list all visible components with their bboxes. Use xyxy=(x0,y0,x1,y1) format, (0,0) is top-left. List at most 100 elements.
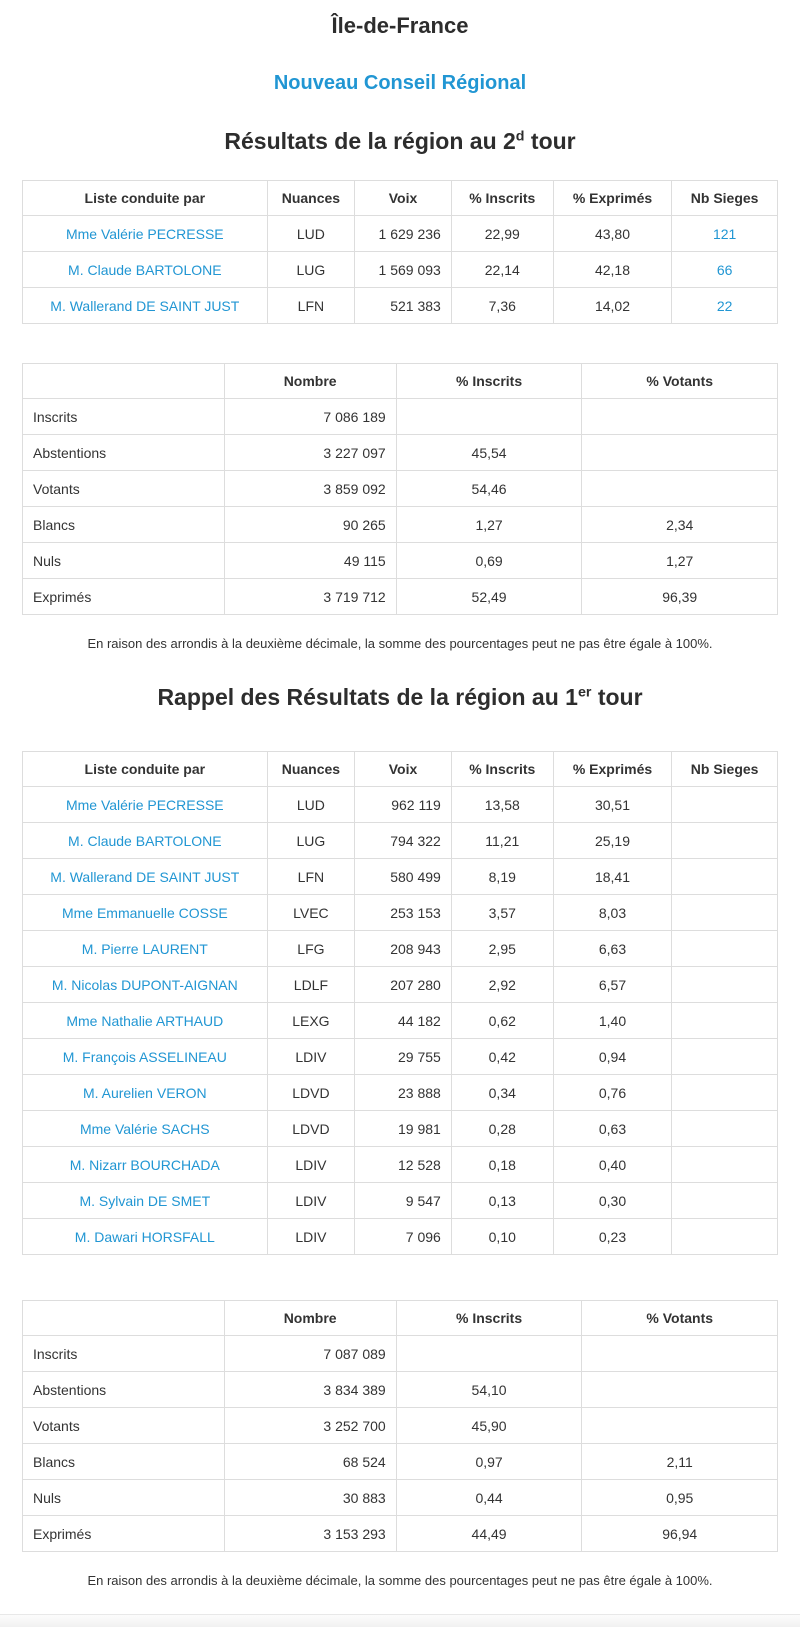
candidate-link[interactable]: M. Claude BARTOLONE xyxy=(68,832,222,849)
results-row: M. Nizarr BOURCHADA LDIV 12 528 0,18 0,4… xyxy=(22,1146,778,1183)
stat-pct-votants-cell: 1,27 xyxy=(581,542,778,579)
results-row: Mme Nathalie ARTHAUD LEXG 44 182 0,62 1,… xyxy=(22,1002,778,1039)
round2-heading-sup: d xyxy=(515,128,525,145)
round2-heading-suffix: tour xyxy=(524,128,576,154)
voix-cell: 1 629 236 xyxy=(354,215,452,252)
stat-pct-inscrits-cell: 54,46 xyxy=(395,470,583,507)
stats-row: Blancs 68 524 0,97 2,11 xyxy=(22,1443,778,1480)
sieges-cell xyxy=(671,1110,778,1147)
stat-label-cell: Exprimés xyxy=(22,1515,225,1552)
pct-exprimes-cell: 30,51 xyxy=(552,786,673,823)
voix-cell: 1 569 093 xyxy=(354,251,452,288)
stats-row: Exprimés 3 153 293 44,49 96,94 xyxy=(22,1515,778,1552)
sieges-link[interactable]: 22 xyxy=(716,297,733,314)
stat-label-cell: Nuls xyxy=(22,542,225,579)
candidate-link[interactable]: M. Dawari HORSFALL xyxy=(74,1228,215,1245)
candidate-cell: M. Wallerand DE SAINT JUST xyxy=(22,858,268,895)
round1-heading-suffix: tour xyxy=(591,684,643,710)
candidate-link[interactable]: M. Nizarr BOURCHADA xyxy=(69,1156,220,1173)
stats-row: Blancs 90 265 1,27 2,34 xyxy=(22,506,778,543)
rounding-note-round1: En raison des arrondis à la deuxième déc… xyxy=(87,1573,713,1588)
pct-exprimes-cell: 42,18 xyxy=(552,251,673,288)
candidate-link[interactable]: Mme Valérie PECRESSE xyxy=(65,225,224,242)
header-pct-inscrits: % Inscrits xyxy=(450,180,554,216)
results-row: M. Claude BARTOLONE LUG 794 322 11,21 25… xyxy=(22,822,778,859)
pct-exprimes-cell: 1,40 xyxy=(552,1002,673,1039)
stat-pct-votants-cell: 2,11 xyxy=(581,1443,778,1480)
nuance-cell: LDIV xyxy=(266,1218,356,1255)
header-liste-conduite-par: Liste conduite par xyxy=(22,751,268,787)
stat-pct-votants-cell: 96,39 xyxy=(581,578,778,615)
nuance-cell: LDIV xyxy=(266,1038,356,1075)
candidate-link[interactable]: M. Wallerand DE SAINT JUST xyxy=(50,868,240,885)
nuance-cell: LUD xyxy=(266,215,356,252)
stats-table-round2: Nombre % Inscrits % Votants Inscrits 7 0… xyxy=(22,363,778,615)
stat-pct-inscrits-cell: 45,90 xyxy=(395,1407,583,1444)
nuance-cell: LEXG xyxy=(266,1002,356,1039)
pct-exprimes-cell: 43,80 xyxy=(552,215,673,252)
candidate-cell: M. Dawari HORSFALL xyxy=(22,1218,268,1255)
candidate-link[interactable]: M. Claude BARTOLONE xyxy=(68,261,222,278)
pct-inscrits-cell: 0,10 xyxy=(450,1218,554,1255)
results-table-round1: Liste conduite par Nuances Voix % Inscri… xyxy=(22,751,778,1255)
nuance-cell: LUG xyxy=(266,822,356,859)
voix-cell: 7 096 xyxy=(354,1218,452,1255)
candidate-link[interactable]: Mme Emmanuelle COSSE xyxy=(61,904,228,921)
candidate-cell: M. Nicolas DUPONT-AIGNAN xyxy=(22,966,268,1003)
header-pct-inscrits: % Inscrits xyxy=(395,1300,583,1336)
results-row: M. Nicolas DUPONT-AIGNAN LDLF 207 280 2,… xyxy=(22,966,778,1003)
pct-inscrits-cell: 2,95 xyxy=(450,930,554,967)
pct-inscrits-cell: 0,42 xyxy=(450,1038,554,1075)
stat-nombre-cell: 90 265 xyxy=(223,506,397,543)
results-row: M. Aurelien VERON LDVD 23 888 0,34 0,76 xyxy=(22,1074,778,1111)
candidate-cell: M. Aurelien VERON xyxy=(22,1074,268,1111)
voix-cell: 12 528 xyxy=(354,1146,452,1183)
sieges-link[interactable]: 66 xyxy=(716,261,733,278)
header-pct-votants: % Votants xyxy=(581,1300,778,1336)
voix-cell: 44 182 xyxy=(354,1002,452,1039)
results-row: M. Dawari HORSFALL LDIV 7 096 0,10 0,23 xyxy=(22,1218,778,1255)
results-row: M. Sylvain DE SMET LDIV 9 547 0,13 0,30 xyxy=(22,1182,778,1219)
results-row: M. Wallerand DE SAINT JUST LFN 521 383 7… xyxy=(22,287,778,324)
header-empty xyxy=(22,1300,225,1336)
candidate-link[interactable]: M. Sylvain DE SMET xyxy=(79,1192,211,1209)
results-row: Mme Valérie SACHS LDVD 19 981 0,28 0,63 xyxy=(22,1110,778,1147)
nuance-cell: LFN xyxy=(266,287,356,324)
candidate-link[interactable]: M. François ASSELINEAU xyxy=(62,1048,227,1065)
candidate-link[interactable]: M. Pierre LAURENT xyxy=(81,940,208,957)
pct-exprimes-cell: 6,57 xyxy=(552,966,673,1003)
sieges-cell xyxy=(671,786,778,823)
header-pct-inscrits: % Inscrits xyxy=(450,751,554,787)
nuance-cell: LDIV xyxy=(266,1182,356,1219)
candidate-cell: Mme Emmanuelle COSSE xyxy=(22,894,268,931)
stats-row: Nuls 49 115 0,69 1,27 xyxy=(22,542,778,579)
stat-pct-inscrits-cell xyxy=(395,398,583,435)
stat-nombre-cell: 30 883 xyxy=(223,1479,397,1516)
sieges-link[interactable]: 121 xyxy=(712,225,737,242)
pct-exprimes-cell: 8,03 xyxy=(552,894,673,931)
stat-label-cell: Votants xyxy=(22,470,225,507)
results-row: M. Wallerand DE SAINT JUST LFN 580 499 8… xyxy=(22,858,778,895)
stats-row: Nuls 30 883 0,44 0,95 xyxy=(22,1479,778,1516)
sieges-cell xyxy=(671,930,778,967)
header-liste-conduite-par: Liste conduite par xyxy=(22,180,268,216)
candidate-link[interactable]: Mme Valérie PECRESSE xyxy=(65,796,224,813)
stats-row: Votants 3 252 700 45,90 xyxy=(22,1407,778,1444)
page-content: Île-de-France Nouveau Conseil Régional R… xyxy=(0,13,800,1588)
stat-pct-inscrits-cell xyxy=(395,1335,583,1372)
stat-pct-votants-cell xyxy=(581,1407,778,1444)
candidate-link[interactable]: Mme Nathalie ARTHAUD xyxy=(66,1012,224,1029)
header-empty xyxy=(22,363,225,399)
candidate-link[interactable]: M. Nicolas DUPONT-AIGNAN xyxy=(51,976,238,993)
pct-inscrits-cell: 13,58 xyxy=(450,786,554,823)
candidate-link[interactable]: M. Aurelien VERON xyxy=(82,1084,207,1101)
candidate-link[interactable]: M. Wallerand DE SAINT JUST xyxy=(50,297,240,314)
stats-table-round1: Nombre % Inscrits % Votants Inscrits 7 0… xyxy=(22,1300,778,1552)
stat-pct-votants-cell: 0,95 xyxy=(581,1479,778,1516)
results-row: M. Pierre LAURENT LFG 208 943 2,95 6,63 xyxy=(22,930,778,967)
stat-nombre-cell: 7 087 089 xyxy=(223,1335,397,1372)
sieges-cell xyxy=(671,1002,778,1039)
candidate-link[interactable]: Mme Valérie SACHS xyxy=(79,1120,210,1137)
pct-exprimes-cell: 0,76 xyxy=(552,1074,673,1111)
subtitle-nouveau-conseil: Nouveau Conseil Régional xyxy=(273,72,527,94)
